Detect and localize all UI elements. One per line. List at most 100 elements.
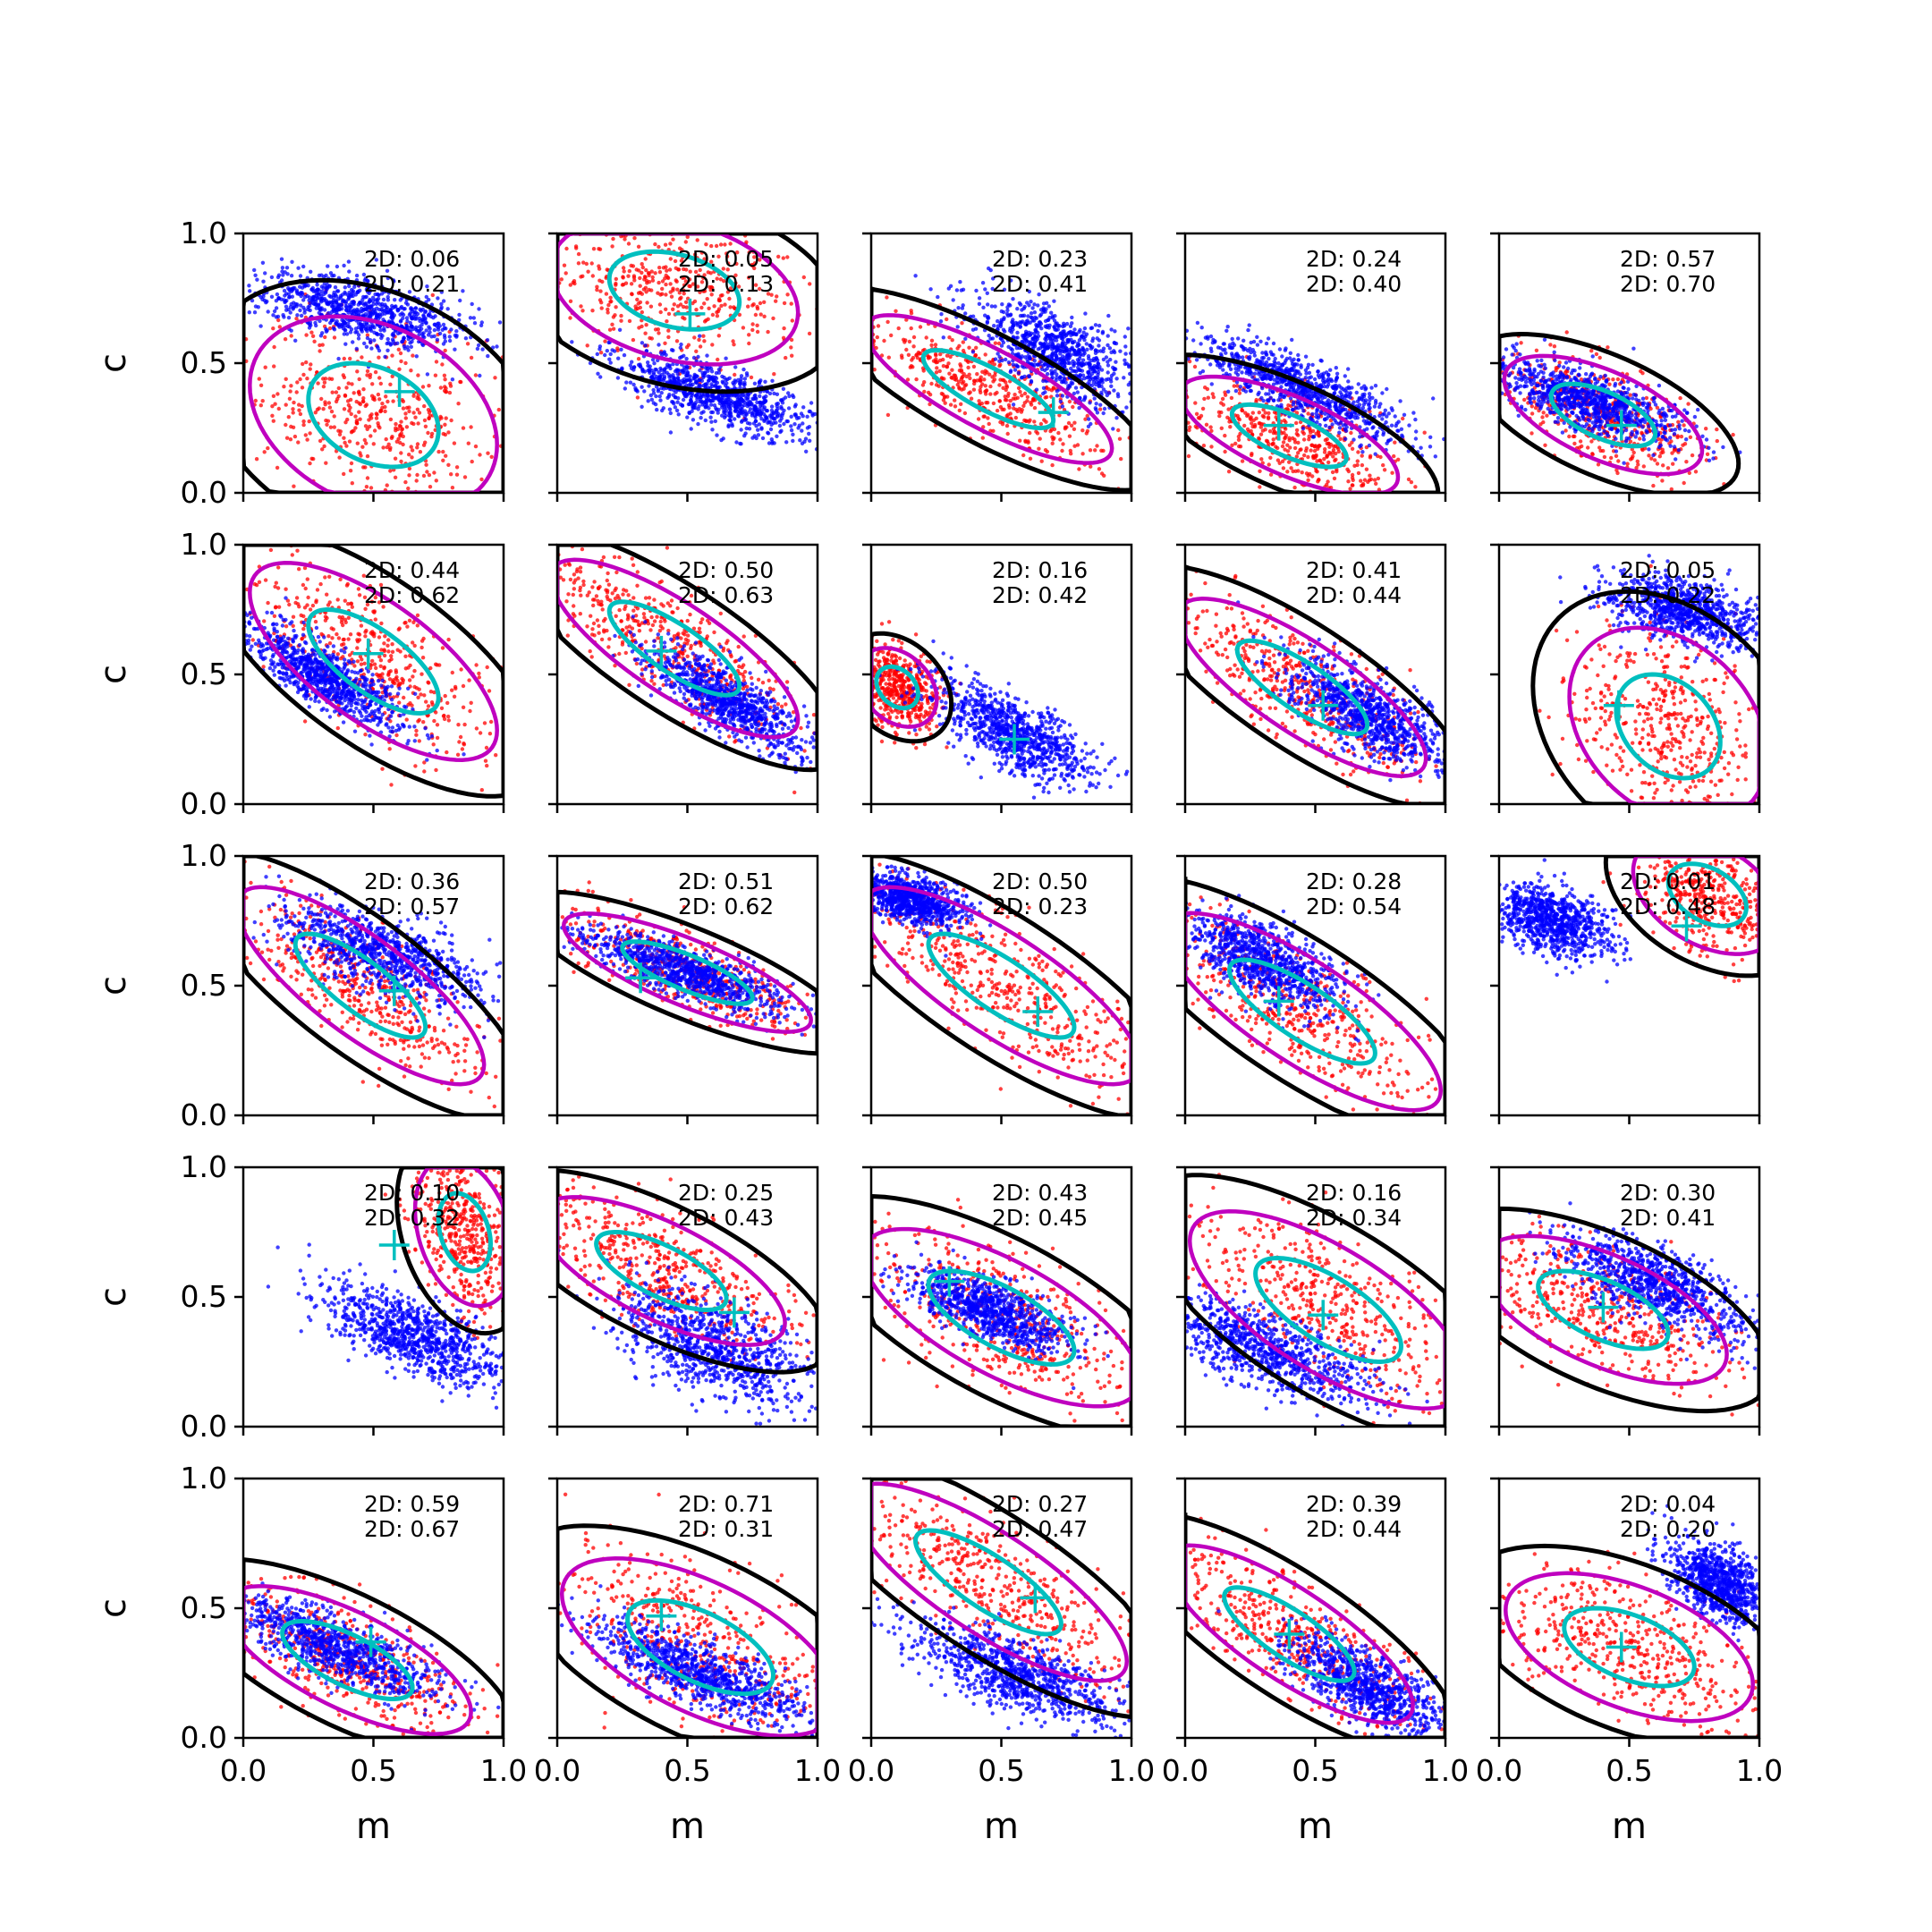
red-point	[782, 326, 786, 331]
blue-point	[401, 337, 406, 342]
red-point	[415, 472, 419, 478]
blue-point	[317, 302, 321, 307]
blue-point	[1101, 411, 1106, 416]
red-point	[1038, 421, 1044, 427]
annotation-text: 2D: 0.41	[992, 271, 1088, 297]
red-point	[640, 270, 644, 275]
red-point	[642, 277, 647, 282]
blue-point	[597, 347, 602, 352]
blue-point	[936, 294, 940, 300]
red-point	[301, 422, 306, 428]
red-point	[1201, 444, 1207, 448]
red-point	[1004, 387, 1008, 393]
blue-point	[699, 411, 704, 415]
red-point	[1006, 402, 1012, 408]
blue-point	[398, 298, 402, 302]
red-point	[478, 453, 482, 457]
blue-point	[335, 264, 340, 269]
blue-point	[1061, 378, 1065, 384]
red-point	[284, 402, 288, 407]
red-point	[1250, 453, 1254, 458]
blue-point	[694, 380, 699, 386]
red-point	[611, 326, 616, 331]
blue-point	[941, 335, 946, 340]
blue-point	[778, 419, 783, 423]
blue-point	[756, 428, 760, 432]
red-point	[987, 372, 992, 377]
blue-point	[720, 379, 724, 384]
red-point	[427, 416, 431, 420]
red-point	[1230, 443, 1234, 447]
red-point	[1287, 436, 1292, 440]
blue-point	[1058, 352, 1063, 356]
red-point	[456, 402, 461, 406]
blue-point	[1343, 436, 1348, 441]
blue-point	[689, 427, 693, 431]
red-point	[452, 441, 457, 445]
red-point	[296, 440, 301, 445]
red-point	[1031, 397, 1036, 402]
red-point	[1314, 454, 1318, 459]
red-point	[1022, 391, 1028, 396]
blue-point	[1011, 297, 1015, 301]
red-point	[326, 401, 332, 405]
blue-point	[350, 300, 354, 304]
red-point	[398, 351, 403, 356]
blue-points	[913, 266, 1131, 431]
red-point	[466, 441, 470, 445]
red-point	[365, 333, 370, 337]
blue-point	[704, 366, 708, 370]
red-point	[608, 300, 613, 304]
red-point	[321, 385, 326, 389]
blue-point	[1346, 367, 1351, 371]
blue-point	[1352, 400, 1356, 404]
red-point	[1061, 442, 1065, 446]
red-point	[640, 262, 644, 267]
red-point	[1026, 439, 1030, 444]
blue-point	[980, 281, 986, 285]
blue-point	[716, 394, 721, 399]
blue-point	[756, 433, 761, 437]
blue-point	[739, 377, 743, 381]
blue-point	[996, 352, 1000, 356]
red-point	[946, 361, 951, 366]
red-point	[990, 375, 995, 379]
blue-point	[808, 438, 812, 443]
red-point	[1024, 419, 1029, 423]
blue-point	[767, 441, 772, 445]
blue-point	[1358, 435, 1362, 439]
blue-point	[1209, 382, 1215, 386]
red-point	[473, 373, 479, 377]
red-point	[571, 280, 575, 285]
red-point	[309, 456, 314, 461]
red-point	[983, 384, 988, 388]
blue-point	[327, 293, 332, 298]
red-point	[440, 362, 445, 367]
blue-point	[336, 323, 341, 328]
blue-point	[400, 311, 404, 316]
blue-point	[1337, 430, 1342, 435]
blue-point	[1377, 413, 1382, 418]
blue-point	[612, 349, 617, 353]
blue-point	[343, 304, 348, 309]
red-point	[771, 316, 775, 321]
red-point	[934, 383, 939, 387]
blue-point	[388, 308, 394, 312]
red-point	[447, 390, 453, 395]
red-point	[1257, 436, 1261, 440]
cyan-contour	[306, 360, 441, 470]
red-point	[967, 391, 971, 395]
blue-point	[256, 305, 260, 309]
blue-point	[314, 299, 318, 304]
red-point	[983, 352, 987, 357]
red-point	[1236, 434, 1241, 439]
blue-point	[1226, 389, 1231, 394]
red-point	[1275, 445, 1280, 451]
blue-point	[1258, 339, 1263, 343]
blue-point	[1018, 325, 1022, 329]
red-point	[682, 292, 686, 296]
blue-point	[977, 296, 982, 301]
red-point	[671, 237, 675, 242]
blue-point	[1194, 358, 1199, 362]
red-point	[701, 275, 706, 280]
